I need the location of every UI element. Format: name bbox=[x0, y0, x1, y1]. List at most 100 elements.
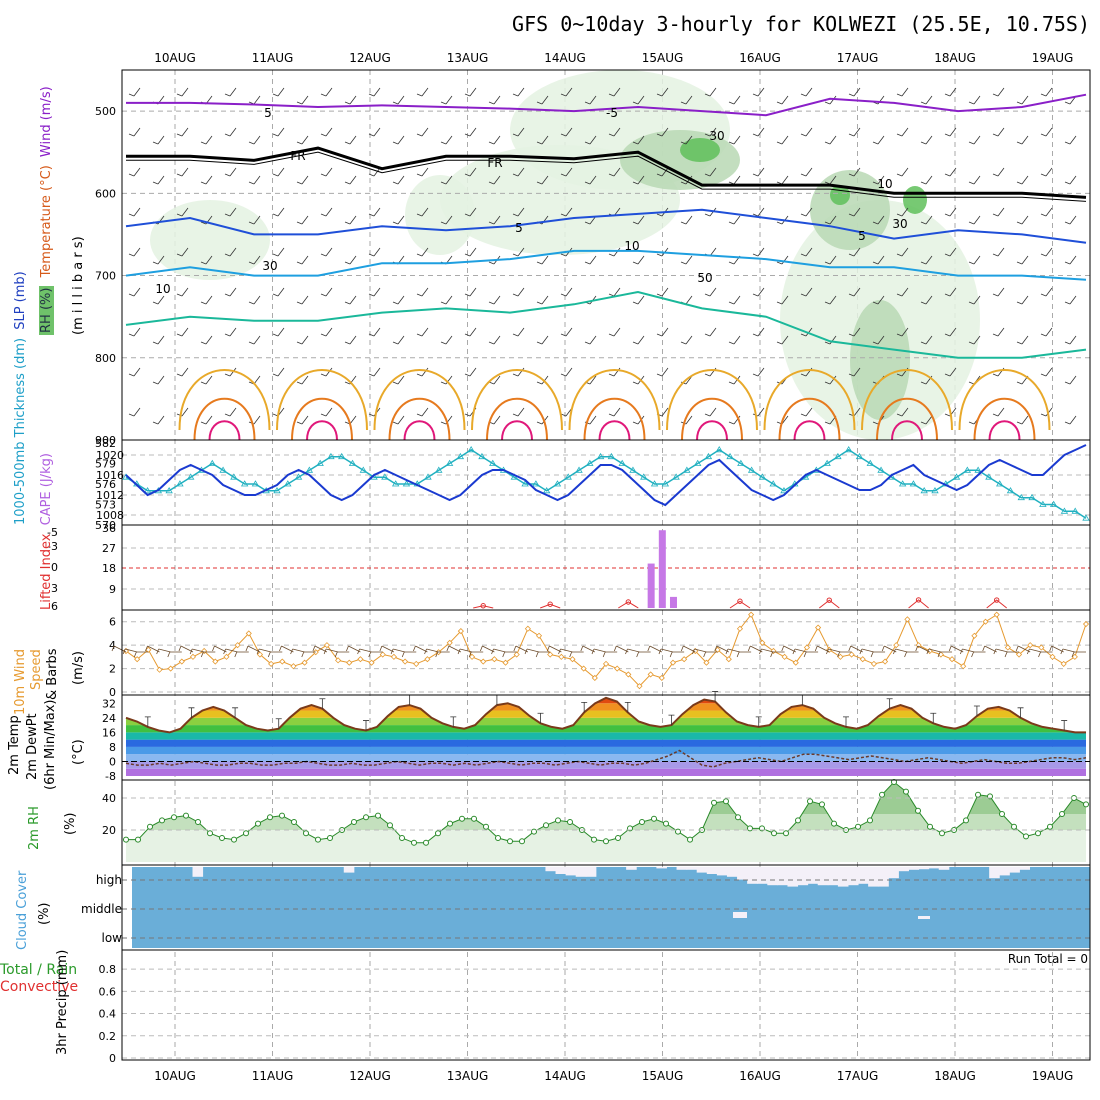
rh2m-marker bbox=[255, 820, 261, 827]
wind-barb bbox=[752, 327, 765, 337]
panel5-label-2: 2m DewPt bbox=[25, 713, 40, 780]
wind10-marker bbox=[457, 628, 464, 635]
rh2m-marker bbox=[999, 811, 1005, 817]
rh2m-marker bbox=[123, 836, 129, 843]
temp-contour-arch bbox=[861, 369, 953, 431]
cape-bar bbox=[669, 596, 677, 608]
temp-contour-arch bbox=[696, 420, 728, 441]
rh2m-marker bbox=[291, 819, 297, 825]
wind-barb bbox=[608, 287, 621, 297]
thickness-marker bbox=[165, 487, 173, 494]
thickness-marker bbox=[489, 459, 497, 466]
wind-barb bbox=[1016, 175, 1029, 185]
pressure-tick: 600 bbox=[95, 187, 116, 200]
day-label-bottom: 13AUG bbox=[447, 1069, 489, 1083]
wind-barb bbox=[800, 167, 813, 177]
contour-label: 30 bbox=[709, 129, 724, 143]
wind-barb bbox=[416, 287, 429, 297]
wind-barb bbox=[872, 335, 885, 345]
rh2m-marker bbox=[879, 791, 885, 798]
thickness-marker bbox=[1039, 500, 1047, 507]
wind-barb bbox=[848, 287, 861, 297]
wind-barb bbox=[368, 367, 381, 377]
wind-barb bbox=[608, 87, 621, 97]
wind10-marker bbox=[736, 625, 744, 632]
temp-contour-arch bbox=[876, 397, 938, 441]
rh-shade bbox=[405, 175, 475, 255]
wind-barb bbox=[632, 175, 645, 185]
wind10-marker bbox=[1027, 642, 1034, 649]
wind-barb bbox=[512, 87, 525, 97]
cloud-high-gap bbox=[787, 867, 799, 887]
wind10-marker bbox=[301, 659, 308, 666]
wind-barb bbox=[800, 247, 813, 257]
wind10-line bbox=[125, 613, 1087, 687]
cloud-tick-low: low bbox=[101, 931, 123, 945]
panel4-label-3: & Barbs bbox=[45, 648, 60, 700]
wind-barb bbox=[776, 335, 789, 345]
wind10-barb bbox=[736, 651, 752, 658]
cloud-high-gap bbox=[575, 867, 587, 877]
wind-barb bbox=[488, 95, 501, 105]
cloud-high-gap bbox=[747, 867, 758, 884]
wind-barb bbox=[536, 255, 549, 265]
panel1-label: RH (%) Temperature (°C) Wind (m/s) bbox=[39, 82, 54, 335]
wind-barb bbox=[488, 335, 501, 345]
wind10-marker bbox=[725, 656, 732, 663]
rh2m-marker bbox=[411, 839, 417, 846]
wind-barb bbox=[128, 327, 141, 337]
wind-barb bbox=[752, 87, 765, 97]
wind-barb bbox=[152, 255, 165, 265]
wind-barb bbox=[368, 167, 381, 177]
wind-barb bbox=[320, 127, 333, 137]
cloud-high-gap bbox=[555, 867, 567, 874]
temp-bands bbox=[126, 697, 1086, 776]
wind10-marker bbox=[580, 665, 587, 672]
wind-barb bbox=[1040, 367, 1053, 377]
contour-label: 10 bbox=[155, 282, 170, 296]
rh2m-marker bbox=[1071, 795, 1077, 801]
cloud-high-gap bbox=[626, 867, 637, 870]
wind-barb bbox=[224, 327, 237, 337]
wind10-marker bbox=[357, 656, 364, 663]
wind10-marker bbox=[368, 659, 375, 666]
wind-barb bbox=[776, 295, 789, 305]
wind-barb bbox=[584, 335, 597, 345]
li-segment bbox=[986, 599, 1008, 609]
wind-barb bbox=[440, 95, 453, 105]
panel5-label-3: (6hr Min/Max) bbox=[43, 699, 58, 790]
wind10-marker bbox=[156, 666, 163, 673]
temp-contour-arch bbox=[891, 420, 923, 441]
wind-barb bbox=[848, 207, 861, 217]
li-legend: Lifted Index bbox=[39, 533, 54, 610]
wind-barb bbox=[248, 335, 261, 345]
temp-contour-arch bbox=[666, 369, 758, 431]
wind-barb bbox=[320, 247, 333, 257]
thickness-marker bbox=[424, 473, 432, 480]
rh2m-marker bbox=[639, 819, 645, 825]
wind-barb bbox=[176, 247, 189, 257]
wind10-marker bbox=[1082, 620, 1090, 628]
wind-barb bbox=[992, 327, 1005, 337]
wind10-barb bbox=[390, 648, 406, 655]
wind-barb bbox=[992, 207, 1005, 217]
wind10-marker bbox=[893, 642, 900, 649]
temp-legend: Temperature (°C) bbox=[39, 165, 54, 278]
panel2-label: 1000-500mb Thickness (dm) SLP (mb) bbox=[13, 271, 28, 525]
minmax-bar bbox=[188, 707, 195, 718]
temp-band bbox=[126, 717, 1086, 726]
temp-contour-arch bbox=[178, 369, 271, 431]
wind-barb bbox=[440, 175, 453, 185]
wind-barb bbox=[368, 327, 381, 337]
wind-barb bbox=[464, 207, 477, 217]
wind10-marker bbox=[468, 653, 476, 660]
minmax-bar bbox=[755, 716, 762, 727]
wind-barb bbox=[896, 247, 909, 257]
wind-barb bbox=[872, 255, 885, 265]
thickness-marker bbox=[532, 480, 540, 487]
thickness-marker bbox=[952, 473, 961, 480]
thickness-marker bbox=[359, 466, 368, 473]
wind-barb bbox=[584, 95, 597, 105]
wind-barb bbox=[896, 87, 909, 97]
wind-barb bbox=[536, 95, 549, 105]
